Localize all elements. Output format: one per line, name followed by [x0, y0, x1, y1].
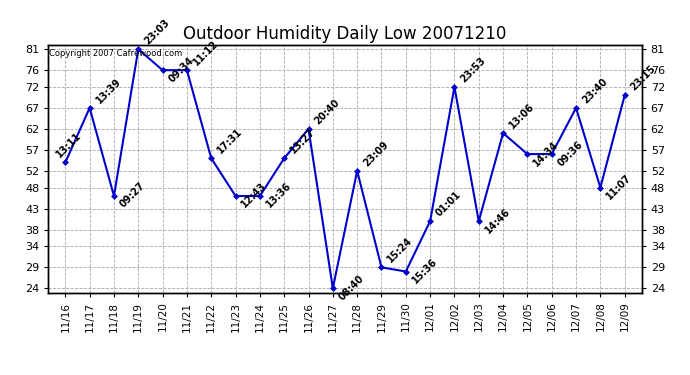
Text: 11:12: 11:12 [191, 38, 220, 68]
Text: 13:39: 13:39 [94, 76, 123, 105]
Text: 13:11: 13:11 [55, 131, 83, 160]
Text: 09:27: 09:27 [118, 181, 147, 210]
Text: 13:27: 13:27 [288, 126, 317, 156]
Text: 14:34: 14:34 [531, 139, 560, 168]
Text: 14:46: 14:46 [483, 206, 512, 235]
Text: 23:15: 23:15 [629, 64, 658, 93]
Text: Copyright 2007 Cafrewood.com: Copyright 2007 Cafrewood.com [50, 49, 183, 58]
Text: 09:36: 09:36 [556, 139, 585, 168]
Text: 15:36: 15:36 [410, 256, 439, 285]
Text: 17:31: 17:31 [215, 126, 244, 156]
Text: 23:09: 23:09 [362, 139, 391, 168]
Text: 13:36: 13:36 [264, 181, 293, 210]
Text: 12:43: 12:43 [239, 181, 268, 210]
Text: 20:40: 20:40 [313, 97, 342, 126]
Text: 15:24: 15:24 [386, 236, 415, 264]
Text: 23:53: 23:53 [459, 55, 488, 84]
Text: 09:34: 09:34 [167, 55, 196, 84]
Text: 01:01: 01:01 [434, 189, 463, 218]
Text: 08:40: 08:40 [337, 273, 366, 302]
Text: 13:06: 13:06 [507, 101, 536, 130]
Text: 23:40: 23:40 [580, 76, 609, 105]
Text: 11:07: 11:07 [604, 172, 633, 201]
Title: Outdoor Humidity Daily Low 20071210: Outdoor Humidity Daily Low 20071210 [184, 26, 506, 44]
Text: 23:03: 23:03 [142, 17, 171, 46]
